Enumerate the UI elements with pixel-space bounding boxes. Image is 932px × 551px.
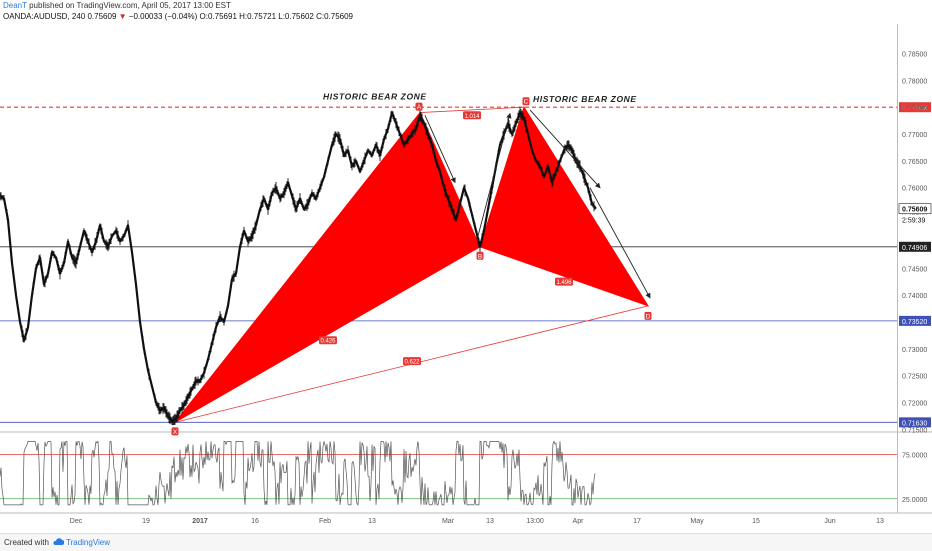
price-axis[interactable]: 0.77502 0.74906 0.73520 0.71630 0.78500 0.780… — [898, 52, 932, 435]
level-tag-text-1: 0.74906 — [902, 245, 927, 252]
current-price-text: 0.75609 — [902, 207, 927, 214]
down-arrow-icon: ▼ — [118, 12, 127, 21]
ratio-label-2: 1.496 — [556, 280, 572, 286]
tradingview-link[interactable]: TradingView — [66, 538, 111, 547]
x-tick-8: 13:00 — [526, 518, 544, 525]
price-wicks — [0, 107, 596, 426]
bcd-triangle — [479, 106, 650, 307]
annotations: HISTORIC BEAR ZONE HISTORIC BEAR ZONE — [323, 92, 637, 104]
symbol-label: OANDA:AUDUSD, 240 — [3, 12, 86, 21]
level-tag-text-0: 0.77502 — [902, 105, 927, 112]
point-d-marker — [644, 311, 652, 320]
point-a-label: A — [417, 104, 422, 111]
level-tag-1 — [899, 241, 931, 252]
point-a-marker — [415, 102, 423, 111]
ratio-label-1: 0.426 — [320, 339, 336, 345]
level-tag-text-2: 0.73520 — [902, 319, 927, 326]
level-tag-2 — [899, 315, 931, 326]
chart-background — [0, 24, 932, 533]
projection-arrow-0 — [424, 115, 456, 184]
projection-arrow-2 — [529, 109, 601, 189]
y-tick-1: 0.78000 — [902, 78, 927, 85]
cloud-icon — [53, 538, 64, 545]
price-series — [0, 107, 597, 426]
x-tick-6: Mar — [442, 518, 455, 525]
ratio-label-3: 0.622 — [404, 360, 420, 366]
publish-text: published on TradingView.com, April 05, … — [29, 1, 231, 10]
publish-info: DeanT published on TradingView.com, Apri… — [3, 1, 231, 10]
y-tick-7: 0.74500 — [902, 266, 927, 273]
price-change: −0.00033 (−0.04%) — [128, 12, 198, 21]
ratio-badge-0 — [463, 111, 481, 120]
oscillator-line — [0, 440, 596, 507]
projection-arrows — [424, 109, 651, 299]
point-c-marker — [522, 97, 530, 106]
ratio-label-0: 1.014 — [464, 114, 480, 120]
x-tick-12: 15 — [752, 518, 760, 525]
countdown-text: 2:59:39 — [902, 218, 925, 225]
osc-level-label-0: 75.0000 — [902, 453, 927, 460]
y-tick-3: 0.77000 — [902, 132, 927, 139]
pattern-point-labels: X A B C D — [171, 97, 652, 436]
ohlc-values: O:0.75691 H:0.75721 L:0.75602 C:0.75609 — [199, 12, 353, 21]
x-tick-14: 13 — [876, 518, 884, 525]
ratio-labels: 1.014 0.426 1.496 0.622 — [319, 111, 573, 366]
point-x-label: X — [173, 429, 178, 436]
footer: Created with TradingView — [0, 533, 932, 551]
y-tick-5: 0.76000 — [902, 186, 927, 193]
author-link[interactable]: DeanT — [3, 1, 27, 10]
price-chart[interactable]: HISTORIC BEAR ZONE HISTORIC BEAR ZONE X A B… — [0, 0, 932, 533]
x-tick-9: Apr — [573, 518, 585, 525]
y-tick-2: 0.77500 — [902, 105, 927, 112]
level-tag-3 — [899, 417, 931, 428]
y-tick-10: 0.72500 — [902, 374, 927, 381]
point-b-marker — [476, 251, 484, 260]
projection-arrow-3 — [589, 187, 651, 299]
point-c-label: C — [524, 99, 529, 106]
countdown-tag — [899, 214, 931, 225]
y-tick-9: 0.73000 — [902, 347, 927, 354]
ratio-badge-1 — [319, 336, 337, 345]
point-b-label: B — [478, 253, 482, 260]
bear-zone-label-0: HISTORIC BEAR ZONE — [323, 92, 427, 102]
bear-zone-label-1: HISTORIC BEAR ZONE — [533, 94, 637, 104]
oscillator-pane[interactable]: 75.0000 25.0000 — [0, 440, 927, 507]
level-tag-text-3: 0.71630 — [902, 420, 927, 427]
time-axis[interactable]: Dec 19 2017 16 Feb 13 Mar 13 13:00 Apr 17 May 15 Jun 1… — [70, 518, 884, 525]
y-tick-8: 0.74000 — [902, 293, 927, 300]
xab-triangle — [174, 111, 481, 423]
ratio-badge-3 — [403, 357, 421, 366]
x-tick-0: Dec — [70, 518, 83, 525]
y-tick-12: 0.71500 — [902, 427, 927, 434]
y-tick-4: 0.76500 — [902, 159, 927, 166]
point-d-label: D — [646, 313, 651, 320]
grid — [0, 24, 932, 514]
created-with-text: Created with — [4, 538, 49, 547]
x-tick-5: 13 — [368, 518, 376, 525]
x-tick-10: 17 — [633, 518, 641, 525]
symbol-info: OANDA:AUDUSD, 240 0.75609 ▼ −0.00033 (−0… — [3, 12, 353, 21]
x-tick-11: May — [690, 518, 704, 525]
osc-level-label-1: 25.0000 — [902, 497, 927, 504]
x-tick-4: Feb — [319, 518, 331, 525]
x-tick-1: 19 — [142, 518, 150, 525]
y-tick-0: 0.78500 — [902, 52, 927, 59]
current-price-tag — [898, 203, 932, 214]
point-x-marker — [171, 427, 179, 436]
ac-line — [419, 106, 525, 113]
x-tick-2: 2017 — [192, 518, 208, 525]
x-tick-3: 16 — [251, 518, 259, 525]
y-tick-11: 0.72000 — [902, 400, 927, 407]
x-tick-13: Jun — [824, 518, 835, 525]
projection-arrow-1 — [477, 112, 512, 237]
last-price: 0.75609 — [87, 12, 117, 21]
x-tick-7: 13 — [486, 518, 494, 525]
ratio-badge-2 — [555, 277, 573, 286]
level-tag-0 — [899, 102, 931, 113]
